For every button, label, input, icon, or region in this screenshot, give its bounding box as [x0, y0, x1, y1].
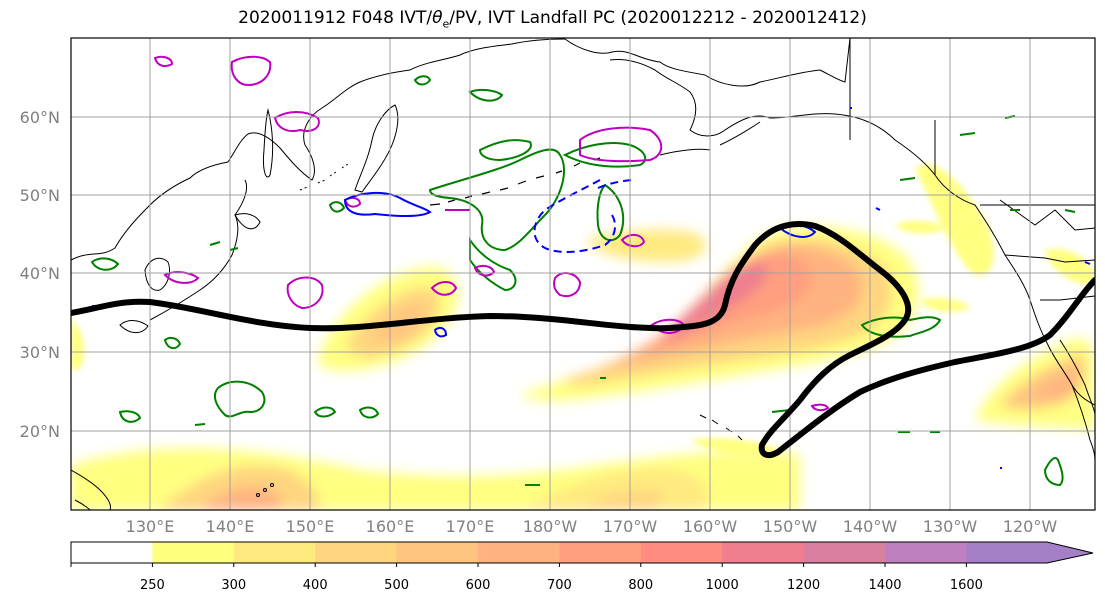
lon-label: 140°E — [206, 517, 255, 536]
map-title: 2020011912 F048 IVT/θe/PV, IVT Landfall … — [238, 8, 867, 31]
colorbar-cell — [478, 542, 560, 563]
colorbar-tick-label: 1400 — [868, 578, 901, 593]
lon-label: 160°E — [366, 517, 415, 536]
colorbar-tick-label: 1600 — [950, 578, 983, 593]
lat-label: 50°N — [20, 186, 60, 205]
lon-label: 180°W — [523, 517, 578, 536]
colorbar: 250 300 400 500 600 700 800 1000 1200 1400 1600 — [70, 541, 1094, 593]
lon-label: 160°W — [683, 517, 738, 536]
colorbar-cell — [559, 542, 642, 563]
coastlines — [71, 38, 1095, 510]
lon-label: 120°W — [1003, 517, 1058, 536]
lon-label: 140°W — [843, 517, 898, 536]
lat-label: 20°N — [20, 422, 60, 441]
colorbar-cell — [640, 542, 723, 563]
colorbar-tick-label: 700 — [547, 578, 572, 593]
colorbar-tick-label: 300 — [221, 578, 246, 593]
latitude-labels: 60°N 50°N 40°N 30°N 20°N — [20, 108, 60, 441]
longitude-labels: 130°E 140°E 150°E 160°E 170°E 180°W 170°… — [126, 517, 1058, 536]
colorbar-cell — [396, 542, 479, 563]
colorbar-cell — [71, 542, 153, 563]
colorbar-tick-label: 1200 — [787, 578, 820, 593]
colorbar-cell — [315, 542, 398, 563]
colorbar-cell — [152, 542, 235, 563]
landfall-pc-contour — [71, 221, 1095, 459]
colorbar-cell — [966, 542, 1093, 563]
colorbar-tick-label: 600 — [466, 578, 491, 593]
graticule — [71, 38, 1095, 510]
colorbar-cell — [803, 542, 886, 563]
colorbar-tick-label: 400 — [303, 578, 328, 593]
lon-label: 150°W — [763, 517, 818, 536]
colorbar-tick-label: 500 — [384, 578, 409, 593]
colorbar-tick-label: 800 — [628, 578, 653, 593]
lat-label: 60°N — [20, 108, 60, 127]
lon-label: 170°E — [446, 517, 495, 536]
colorbar-cell — [885, 542, 967, 563]
lon-label: 130°E — [126, 517, 175, 536]
lon-label: 130°W — [923, 517, 978, 536]
colorbar-cell — [233, 542, 316, 563]
lat-label: 40°N — [20, 264, 60, 283]
colorbar-tick-label: 1000 — [706, 578, 739, 593]
lon-label: 170°W — [603, 517, 658, 536]
map-frame — [70, 37, 1096, 511]
colorbar-tick-label: 250 — [140, 578, 165, 593]
lon-label: 150°E — [286, 517, 335, 536]
colorbar-cell — [722, 542, 805, 563]
lat-label: 30°N — [20, 343, 60, 362]
